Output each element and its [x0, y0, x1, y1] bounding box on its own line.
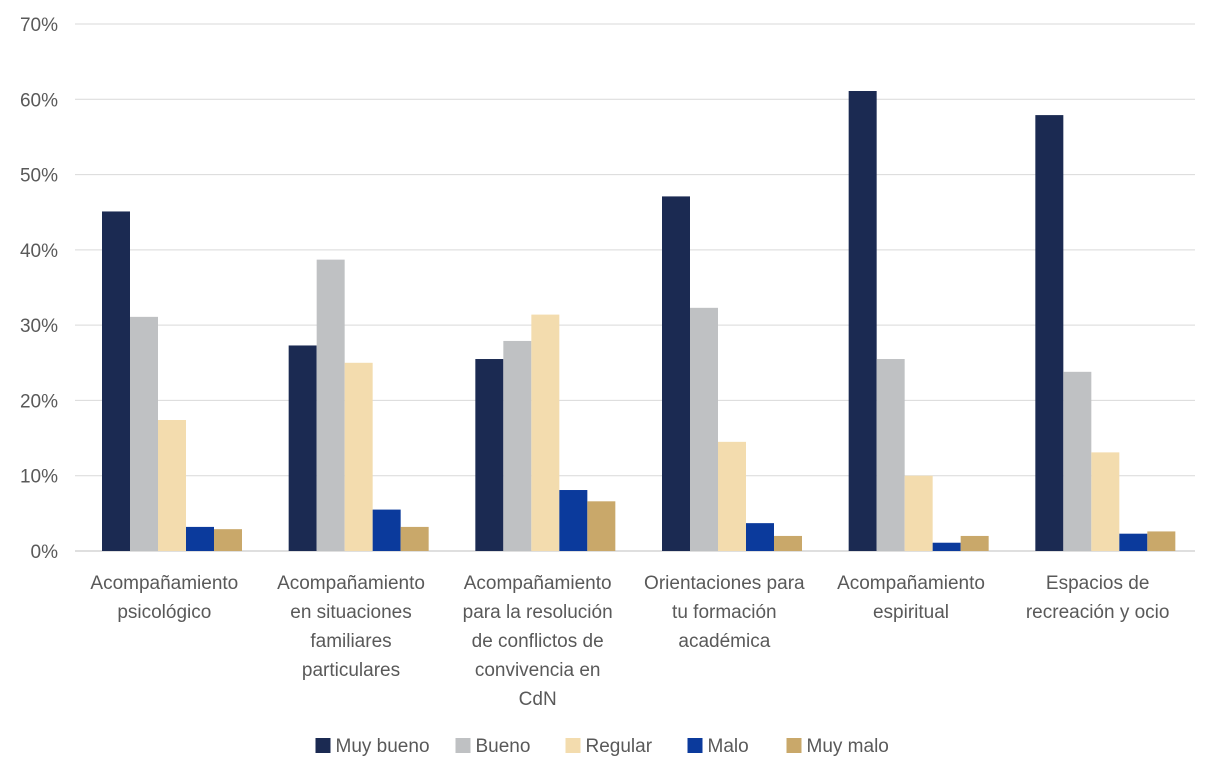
y-tick-label: 50%	[20, 166, 58, 187]
x-category-label-line: psicológico	[117, 602, 211, 623]
y-tick-label: 40%	[20, 241, 58, 262]
legend-swatch	[315, 738, 331, 753]
bar-bueno	[316, 259, 345, 551]
bar-muy-bueno	[662, 196, 690, 551]
bar-muy-malo	[587, 501, 616, 551]
legend-swatch	[786, 738, 802, 753]
legend-swatch	[687, 738, 703, 753]
y-tick-label: 20%	[20, 391, 58, 412]
bar-muy-malo	[400, 526, 429, 551]
x-category-label-line: Acompañamiento	[90, 573, 238, 594]
bar-malo	[559, 490, 588, 551]
bar-regular	[904, 475, 933, 551]
bar-muy-malo	[774, 535, 802, 551]
bar-regular	[718, 441, 746, 551]
x-category-label-line: Acompañamiento	[277, 573, 425, 594]
y-tick-label: 0%	[31, 542, 59, 563]
legend-swatch	[455, 738, 471, 753]
x-category-label: Acompañamiento psicológico	[90, 573, 238, 623]
bar-muy-malo	[214, 529, 242, 551]
bar-malo	[1119, 533, 1148, 551]
bar-muy-bueno	[848, 91, 877, 552]
x-category-label: Orientaciones para tu formación académica	[644, 573, 805, 652]
bar-bueno	[503, 340, 532, 551]
legend-swatch	[565, 738, 581, 753]
legend-label: Malo	[708, 736, 749, 757]
legend: Muy bueno Bueno Regular Malo Muy malo	[315, 736, 889, 757]
legend-label: Bueno	[476, 736, 531, 757]
bar-bueno	[876, 359, 905, 551]
x-category-label-line: de conflictos de	[472, 631, 604, 652]
x-category-label-line: familiares	[310, 631, 391, 652]
x-axis-categories: Acompañamiento psicológico Acompañamiento e…	[90, 573, 1169, 710]
x-category-label-line: Acompañamiento	[464, 573, 612, 594]
bar-regular	[344, 362, 373, 551]
legend-label: Muy malo	[807, 736, 889, 757]
x-category-label: Espacios de recreación y ocio	[1026, 573, 1170, 623]
bar-muy-bueno	[288, 345, 317, 551]
x-category-label-line: particulares	[302, 660, 400, 681]
bars	[102, 91, 1176, 552]
bar-muy-bueno	[1035, 115, 1064, 552]
x-category-label: Acompañamiento para la resolución de confl…	[463, 573, 613, 710]
bar-muy-malo	[960, 535, 989, 551]
bar-muy-bueno	[102, 211, 130, 551]
y-axis-ticks: 0% 10% 20% 30% 40% 50% 60% 70%	[20, 15, 58, 563]
bar-regular	[158, 420, 186, 551]
y-tick-label: 60%	[20, 90, 58, 111]
bar-malo	[932, 542, 961, 551]
bar-regular	[1091, 452, 1120, 551]
x-category-label-line: espiritual	[873, 602, 949, 623]
bar-malo	[372, 509, 401, 551]
gridlines	[75, 23, 1195, 552]
x-category-label-line: CdN	[519, 689, 557, 710]
x-category-label-line: convivencia en	[475, 660, 601, 681]
legend-label: Muy bueno	[336, 736, 430, 757]
x-category-label-line: tu formación	[672, 602, 777, 623]
x-category-label-line: Acompañamiento	[837, 573, 985, 594]
bar-bueno	[130, 316, 158, 551]
bar-muy-bueno	[475, 359, 504, 551]
x-category-label-line: Espacios de	[1046, 573, 1150, 594]
x-category-label-line: para la resolución	[463, 602, 613, 623]
bar-regular	[531, 314, 560, 551]
bar-malo	[746, 523, 774, 551]
x-category-label-line: académica	[678, 631, 770, 652]
x-category-label: Acompañamiento en situaciones familiares pa…	[277, 573, 425, 681]
bar-bueno	[1063, 371, 1092, 551]
legend-label: Regular	[586, 736, 653, 757]
x-category-label-line: Orientaciones para	[644, 573, 805, 594]
y-tick-label: 70%	[20, 15, 58, 36]
x-category-label-line: en situaciones	[290, 602, 411, 623]
bar-malo	[186, 526, 214, 551]
y-tick-label: 10%	[20, 467, 58, 488]
x-category-label: Acompañamiento espiritual	[837, 573, 985, 623]
x-category-label-line: recreación y ocio	[1026, 602, 1170, 623]
bar-bueno	[690, 307, 718, 551]
bar-muy-malo	[1147, 531, 1176, 551]
y-tick-label: 30%	[20, 316, 58, 337]
